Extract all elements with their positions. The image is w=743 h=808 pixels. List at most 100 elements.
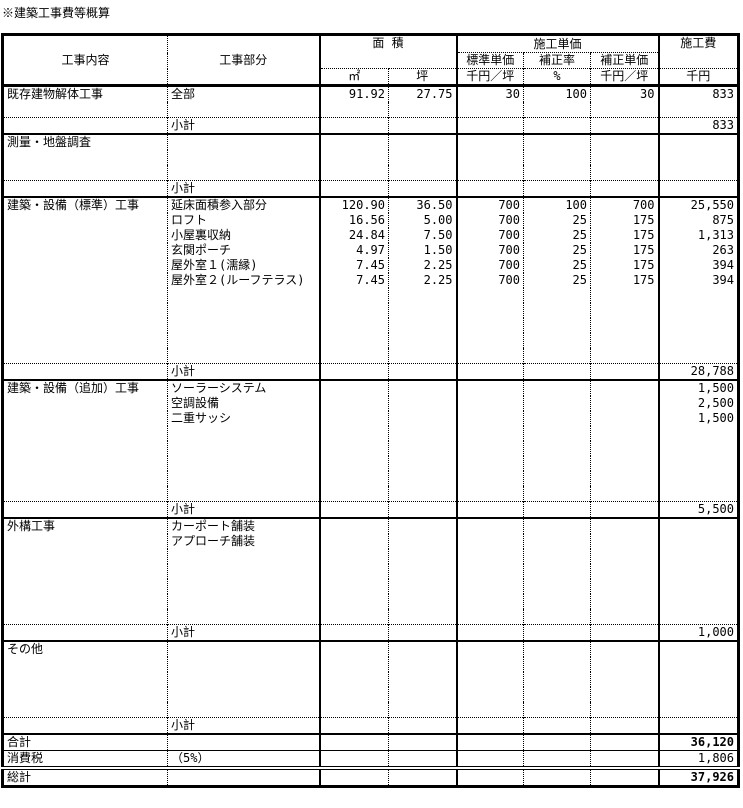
table-row: 小計 833	[2, 117, 739, 135]
item-part: 小屋裏収納	[167, 228, 320, 243]
correction-rate	[523, 380, 591, 396]
cost	[657, 456, 739, 471]
section-name	[3, 564, 168, 579]
cost	[657, 441, 739, 456]
section-name: 既存建物解体工事	[7, 87, 104, 101]
area-m2	[318, 594, 389, 609]
item-part	[167, 318, 320, 333]
area-tsubo	[388, 501, 457, 519]
area-m2	[318, 333, 389, 348]
correction-rate	[523, 672, 591, 687]
corrected-price: 175	[590, 213, 659, 228]
area-m2	[318, 363, 389, 381]
std-price	[455, 134, 524, 150]
std-price	[455, 717, 524, 735]
correction-rate	[523, 564, 591, 579]
area-tsubo	[388, 150, 457, 165]
cost	[657, 518, 739, 534]
table-row: 小計 1,000	[2, 624, 739, 642]
area-m2	[318, 768, 389, 787]
correction-rate	[523, 303, 591, 318]
corrected-price: 175	[590, 258, 659, 273]
header-corrected-price: 補正単価	[590, 52, 659, 69]
table-row: 既存建物解体工事 全部 91.92 27.75 30 100 30 833	[3, 85, 739, 102]
std-price	[455, 518, 524, 534]
cost	[657, 348, 739, 364]
area-m2	[318, 564, 389, 579]
area-tsubo: 5.00	[388, 213, 457, 228]
area-m2	[318, 702, 389, 718]
item-part	[167, 426, 320, 441]
cost	[657, 609, 739, 625]
correction-rate	[523, 717, 591, 735]
cost	[657, 486, 739, 502]
correction-rate	[523, 641, 591, 657]
corrected-price	[590, 624, 659, 642]
area-tsubo	[388, 609, 457, 625]
area-tsubo: 2.25	[388, 258, 457, 273]
cost	[657, 594, 739, 609]
item-part	[167, 579, 320, 594]
tax-rate	[167, 733, 320, 751]
area-tsubo	[388, 564, 457, 579]
section-name	[3, 273, 168, 288]
cost	[657, 702, 739, 718]
section-name	[3, 288, 168, 303]
section-name	[3, 165, 168, 181]
unit-tsubo: 坪	[388, 68, 457, 87]
cost	[657, 333, 739, 348]
area-tsubo	[388, 180, 457, 198]
area-m2	[318, 348, 389, 364]
area-m2	[318, 426, 389, 441]
section-name: 外構工事	[7, 519, 56, 533]
section-name	[2, 717, 168, 735]
area-m2	[318, 318, 389, 333]
std-price	[455, 657, 524, 672]
corrected-price: 30	[590, 85, 659, 102]
correction-rate	[523, 396, 591, 411]
table-row	[3, 165, 739, 181]
area-m2	[318, 411, 389, 426]
table-row	[3, 579, 739, 594]
std-price	[455, 641, 524, 657]
corrected-price	[590, 150, 659, 165]
area-m2	[318, 672, 389, 687]
std-price: 700	[455, 258, 524, 273]
item-part: カーポート舗装	[167, 518, 320, 534]
area-tsubo	[388, 702, 457, 718]
section-name: 建築・設備（追加）工事	[7, 381, 140, 395]
section-name	[3, 657, 168, 672]
corrected-price	[590, 333, 659, 348]
cost	[657, 641, 739, 657]
area-tsubo: 2.25	[388, 273, 457, 288]
correction-rate	[523, 411, 591, 426]
section-name	[3, 609, 168, 625]
sum-value: 36,120	[657, 733, 739, 751]
section-name	[2, 501, 168, 519]
correction-rate	[523, 534, 591, 549]
item-part	[167, 609, 320, 625]
area-m2	[318, 134, 389, 150]
correction-rate: 25	[523, 213, 591, 228]
area-tsubo	[388, 441, 457, 456]
section-name	[3, 213, 168, 228]
cost	[657, 134, 739, 150]
corrected-price	[590, 102, 659, 118]
section-name	[2, 180, 168, 198]
correction-rate	[523, 750, 591, 770]
subtotal-value	[657, 717, 739, 735]
correction-rate: 100	[523, 197, 591, 213]
section-name	[3, 333, 168, 348]
cost: 263	[657, 243, 739, 258]
area-tsubo	[388, 134, 457, 150]
area-tsubo	[388, 303, 457, 318]
std-price	[455, 702, 524, 718]
corrected-price	[590, 426, 659, 441]
correction-rate	[523, 768, 591, 787]
item-part	[167, 672, 320, 687]
corrected-price	[590, 471, 659, 486]
item-part: 屋外室１(濡縁)	[167, 258, 320, 273]
std-price	[455, 380, 524, 396]
section-name	[3, 702, 168, 718]
area-tsubo	[388, 733, 457, 751]
